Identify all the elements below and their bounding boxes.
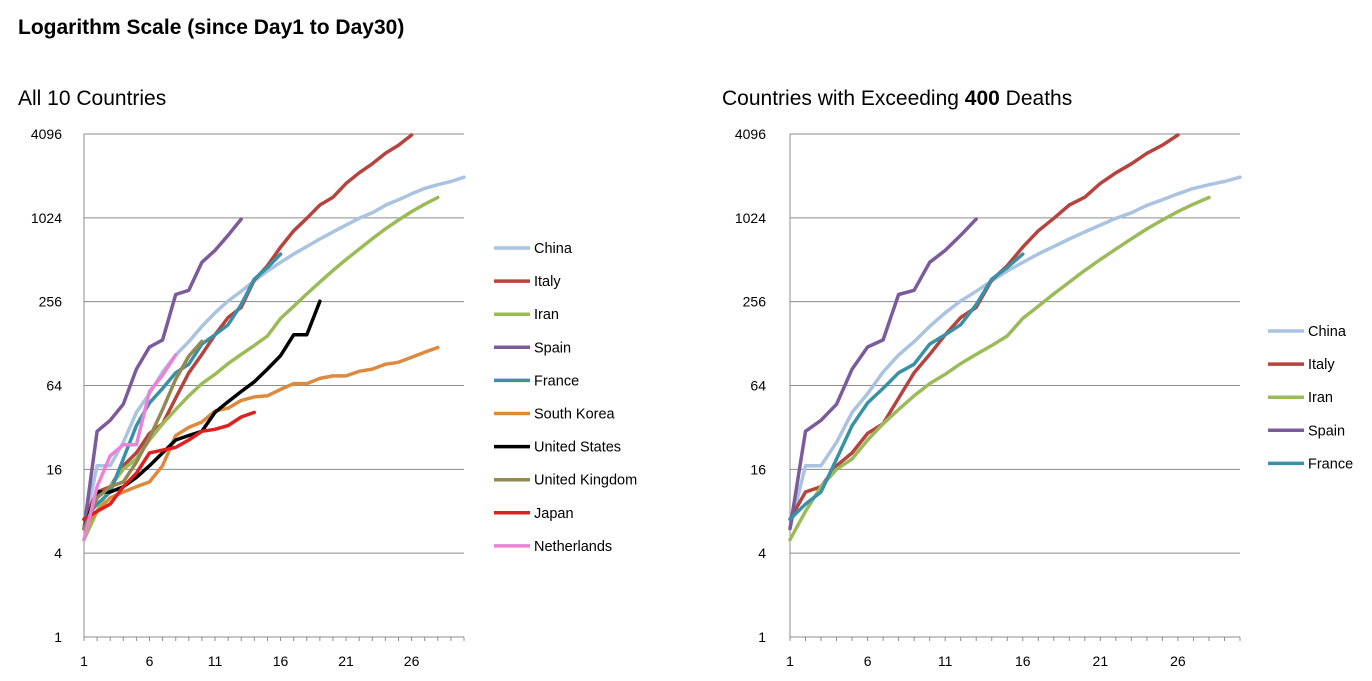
- x-tick-label: 21: [1093, 653, 1109, 669]
- legend-label: Iran: [534, 307, 559, 323]
- legend-label: South Korea: [534, 407, 616, 423]
- legend-label: Japan: [534, 506, 574, 522]
- legend-label: China: [534, 241, 573, 257]
- legend: China Italy Iran Spain France: [1268, 324, 1353, 472]
- legend-label: Italy: [534, 274, 561, 290]
- y-tick-label: 4096: [31, 126, 62, 142]
- x-tick-label: 11: [208, 653, 223, 669]
- x-tick-label: 16: [273, 653, 289, 669]
- chart-2-title: Countries with Exceeding 400 Deaths: [722, 87, 1072, 111]
- x-tick-label: 6: [146, 653, 154, 669]
- x-tick-label: 11: [938, 653, 953, 669]
- legend-label: Italy: [1308, 357, 1335, 373]
- series-line-iran: [788, 195, 1211, 542]
- legend-label: United States: [534, 440, 621, 456]
- series-line-netherlands: [82, 353, 178, 542]
- y-tick-label: 4096: [735, 126, 766, 142]
- series-line-united-kingdom: [82, 339, 204, 531]
- y-tick-label: 64: [750, 378, 766, 394]
- chart-2-title-suffix: Deaths: [999, 87, 1073, 110]
- legend-label: France: [534, 373, 579, 389]
- legend-label: Spain: [1308, 423, 1345, 439]
- page-title: Logarithm Scale (since Day1 to Day30): [18, 16, 405, 39]
- chart-2-title-bold: 400: [964, 87, 1000, 110]
- x-tick-label: 26: [404, 653, 420, 669]
- y-tick-label: 256: [39, 294, 63, 310]
- legend-label: France: [1308, 456, 1353, 472]
- y-tick-label: 64: [46, 378, 62, 394]
- x-tick-label: 6: [864, 653, 872, 669]
- legend-label: Spain: [534, 340, 571, 356]
- y-tick-label: 1: [54, 629, 62, 645]
- y-tick-label: 1: [758, 629, 766, 645]
- series-line-south-korea: [82, 345, 440, 531]
- x-tick-label: 26: [1170, 653, 1186, 669]
- chart-1-title: All 10 Countries: [18, 87, 167, 110]
- series-line-spain: [82, 217, 243, 531]
- series-line-china: [82, 175, 466, 531]
- y-tick-label: 256: [743, 294, 767, 310]
- legend-label: China: [1308, 324, 1347, 340]
- y-tick-label: 1024: [735, 210, 766, 226]
- legend: China Italy Iran Spain France South Korea Unit…: [494, 241, 637, 555]
- series-line-china: [788, 175, 1242, 531]
- x-tick-label: 1: [786, 653, 794, 669]
- legend-label: Iran: [1308, 390, 1333, 406]
- x-tick-label: 16: [1015, 653, 1031, 669]
- series-line-japan: [82, 410, 257, 522]
- y-tick-label: 16: [750, 461, 766, 477]
- x-tick-label: 1: [80, 653, 88, 669]
- x-tick-label: 21: [338, 653, 354, 669]
- y-tick-label: 16: [46, 461, 62, 477]
- series-line-france: [788, 252, 1025, 522]
- legend-label: United Kingdom: [534, 473, 637, 489]
- y-tick-label: 1024: [31, 210, 62, 226]
- chart-2-title-prefix: Countries with Exceeding: [722, 87, 965, 110]
- series-line-spain: [788, 217, 978, 531]
- legend-label: Netherlands: [534, 539, 612, 555]
- y-tick-label: 4: [54, 545, 62, 561]
- y-tick-label: 4: [758, 545, 766, 561]
